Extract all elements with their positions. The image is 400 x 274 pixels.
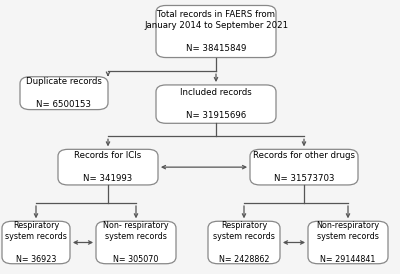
FancyBboxPatch shape xyxy=(156,85,276,123)
Text: Duplicate records

N= 6500153: Duplicate records N= 6500153 xyxy=(26,77,102,109)
Text: Non- respiratory
system records

N= 305070: Non- respiratory system records N= 30507… xyxy=(103,221,169,264)
FancyBboxPatch shape xyxy=(250,149,358,185)
FancyBboxPatch shape xyxy=(58,149,158,185)
Text: Total records in FAERS from
January 2014 to September 2021

N= 38415849: Total records in FAERS from January 2014… xyxy=(144,10,288,53)
Text: Respiratory
system records

N= 2428862: Respiratory system records N= 2428862 xyxy=(213,221,275,264)
Text: Records for other drugs

N= 31573703: Records for other drugs N= 31573703 xyxy=(253,151,355,183)
FancyBboxPatch shape xyxy=(156,5,276,58)
Text: Records for ICIs

N= 341993: Records for ICIs N= 341993 xyxy=(74,151,142,183)
FancyBboxPatch shape xyxy=(96,221,176,264)
Text: Respiratory
system records

N= 36923: Respiratory system records N= 36923 xyxy=(5,221,67,264)
FancyBboxPatch shape xyxy=(2,221,70,264)
Text: Non-respiratory
system records

N= 29144841: Non-respiratory system records N= 291448… xyxy=(316,221,380,264)
FancyBboxPatch shape xyxy=(20,77,108,110)
FancyBboxPatch shape xyxy=(208,221,280,264)
FancyBboxPatch shape xyxy=(308,221,388,264)
Text: Included records

N= 31915696: Included records N= 31915696 xyxy=(180,88,252,120)
